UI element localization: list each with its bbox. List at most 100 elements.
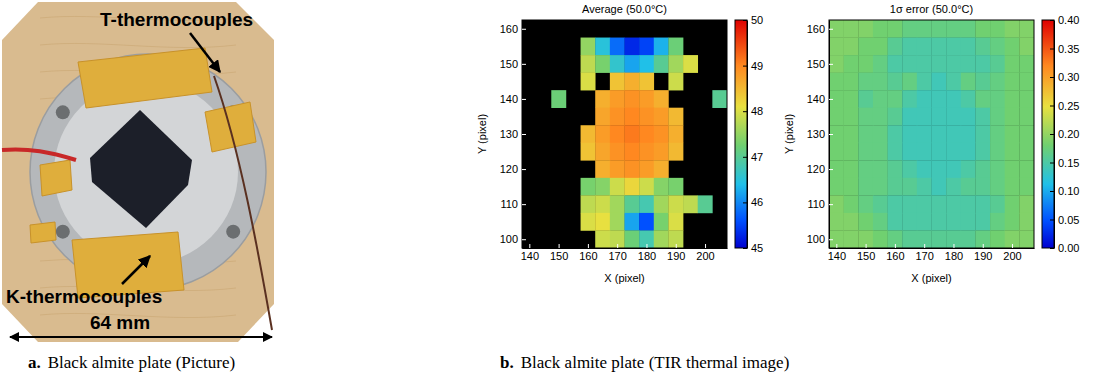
heatmap-cell [946, 125, 961, 143]
heatmap-cell [829, 38, 844, 56]
chart-title: Average (50.0°C) [582, 3, 667, 15]
heatmap-cell [961, 38, 976, 56]
tick-label: 48 [751, 105, 763, 117]
heatmap-cell [639, 108, 654, 126]
heatmap-cell [858, 55, 873, 73]
heatmap-cell [888, 90, 903, 108]
tick-mark [705, 244, 706, 248]
heatmap-cell [654, 195, 669, 213]
kapton-tape [78, 48, 212, 108]
tick-label: 150 [807, 58, 825, 70]
heatmap-cell [1005, 90, 1020, 108]
heatmap-cell [551, 90, 566, 108]
heatmap-cell [902, 20, 917, 38]
heatmap-cell [683, 55, 698, 73]
heatmap-cell [975, 125, 990, 143]
tick: 110 [807, 198, 833, 210]
heatmap-cell [932, 20, 947, 38]
heatmap-cell [595, 230, 610, 248]
heatmap-cell [990, 230, 1005, 248]
heatmap-cell [581, 125, 596, 143]
heatmap-cell [1005, 55, 1020, 73]
heatmap-cell [873, 230, 888, 248]
tick-mark [1050, 77, 1054, 78]
tick: 180 [945, 244, 963, 262]
heatmap-cell [844, 178, 859, 196]
heatmap-cell [917, 230, 932, 248]
photo-label: K-thermocouples [6, 286, 162, 307]
heatmap-cell [829, 160, 844, 178]
heatmap-cell [844, 20, 859, 38]
heatmap-cell [888, 213, 903, 231]
heatmap-cell [1019, 230, 1034, 248]
tick-label: 0.15 [1058, 157, 1079, 169]
tick: 200 [1003, 244, 1021, 262]
heatmap-cell [990, 195, 1005, 213]
heatmap-cell [975, 38, 990, 56]
plot-background [829, 20, 1034, 248]
tick: 160 [500, 23, 526, 35]
kapton-tape [30, 222, 56, 243]
heatmap-cell [902, 90, 917, 108]
heatmap-cell [961, 230, 976, 248]
heatmap-cell [595, 38, 610, 56]
tick-label: 150 [550, 250, 568, 262]
heatmap-cell [1005, 108, 1020, 126]
heatmap-cell [873, 178, 888, 196]
heatmap-cell [844, 38, 859, 56]
photo-label: T-thermocouples [100, 9, 253, 30]
heatmap-cell [946, 195, 961, 213]
heatmap-cell [961, 108, 976, 126]
heatmap-cell [858, 230, 873, 248]
heatmap-cell [581, 38, 596, 56]
tick-mark [1050, 49, 1054, 50]
heatmap-cell [639, 195, 654, 213]
tick-mark [1050, 20, 1054, 21]
heatmap-cell [961, 160, 976, 178]
heatmap-cell [917, 178, 932, 196]
caption-text: Black almite plate (TIR thermal image) [521, 353, 790, 372]
heatmap-cell [668, 213, 683, 231]
heatmap-cell [946, 230, 961, 248]
heatmap-cell [873, 195, 888, 213]
heatmap-cell [975, 178, 990, 196]
tick-mark [743, 111, 747, 112]
tick: 120 [500, 163, 526, 175]
heatmap-cell [946, 108, 961, 126]
heatmap-cell [625, 125, 640, 143]
heatmap-cell [990, 38, 1005, 56]
heatmap-cell [668, 143, 683, 161]
heatmap-cell [639, 160, 654, 178]
heatmap-cell [946, 143, 961, 161]
tick-mark [743, 20, 747, 21]
heatmap-cell [975, 73, 990, 91]
tick: 140 [828, 244, 846, 262]
heatmap-cell [961, 55, 976, 73]
heatmap-cell [829, 108, 844, 126]
tick: 150 [550, 244, 568, 262]
heatmap-cell [902, 143, 917, 161]
tick-label: 100 [807, 233, 825, 245]
tick-label: 0.30 [1058, 71, 1079, 83]
heatmap-cell [844, 73, 859, 91]
heatmap-cell [990, 143, 1005, 161]
heatmap-cell [1005, 230, 1020, 248]
tick-mark [676, 244, 677, 248]
photo-panel: T-thermocouplesK-thermocouples64 mm [2, 2, 274, 342]
heatmap-cell [625, 213, 640, 231]
heatmap-cell [1005, 143, 1020, 161]
heatmap-cell [932, 73, 947, 91]
heatmap-cell [581, 73, 596, 91]
heatmap-cell [698, 195, 713, 213]
heatmap-cell [625, 195, 640, 213]
heatmap-cell [917, 125, 932, 143]
heatmap-cell [829, 178, 844, 196]
tick-label: 46 [751, 196, 763, 208]
heatmap-cell [961, 73, 976, 91]
heatmap-cell [975, 195, 990, 213]
heatmap-cell [932, 178, 947, 196]
heatmap-cell [581, 55, 596, 73]
tick: 150 [857, 244, 875, 262]
tick-mark [983, 244, 984, 248]
tick-mark [1012, 244, 1013, 248]
